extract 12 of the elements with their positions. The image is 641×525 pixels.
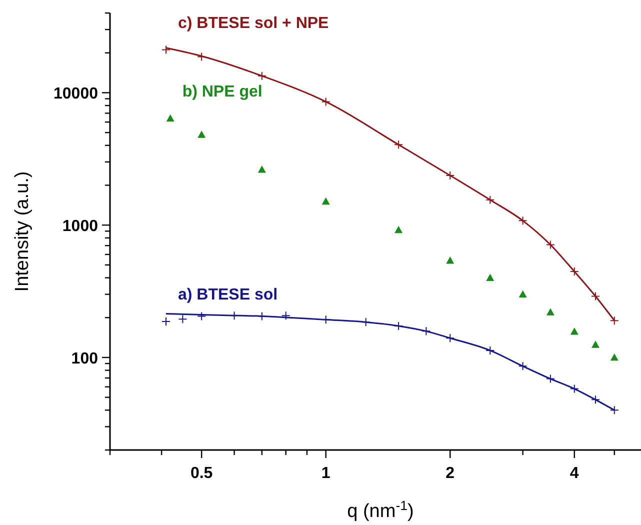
x-tick-label: 1	[321, 465, 330, 482]
x-tick-label: 4	[570, 465, 579, 482]
series-label: b) NPE gel	[182, 83, 262, 100]
series-label: c) BTESE sol + NPE	[178, 14, 330, 32]
y-axis-title: Intensity (a.u.)	[12, 171, 33, 292]
x-axis-title: q (nm$^{-1}$)	[347, 498, 414, 522]
series-label: a) BTESE sol	[178, 286, 278, 304]
x-tick-label: 0.5	[190, 465, 213, 482]
y-tick-label: 10000	[54, 86, 98, 103]
y-tick-label: 1000	[62, 218, 98, 236]
x-tick-label: 2	[446, 465, 455, 482]
y-tick-label: 100	[71, 350, 98, 368]
